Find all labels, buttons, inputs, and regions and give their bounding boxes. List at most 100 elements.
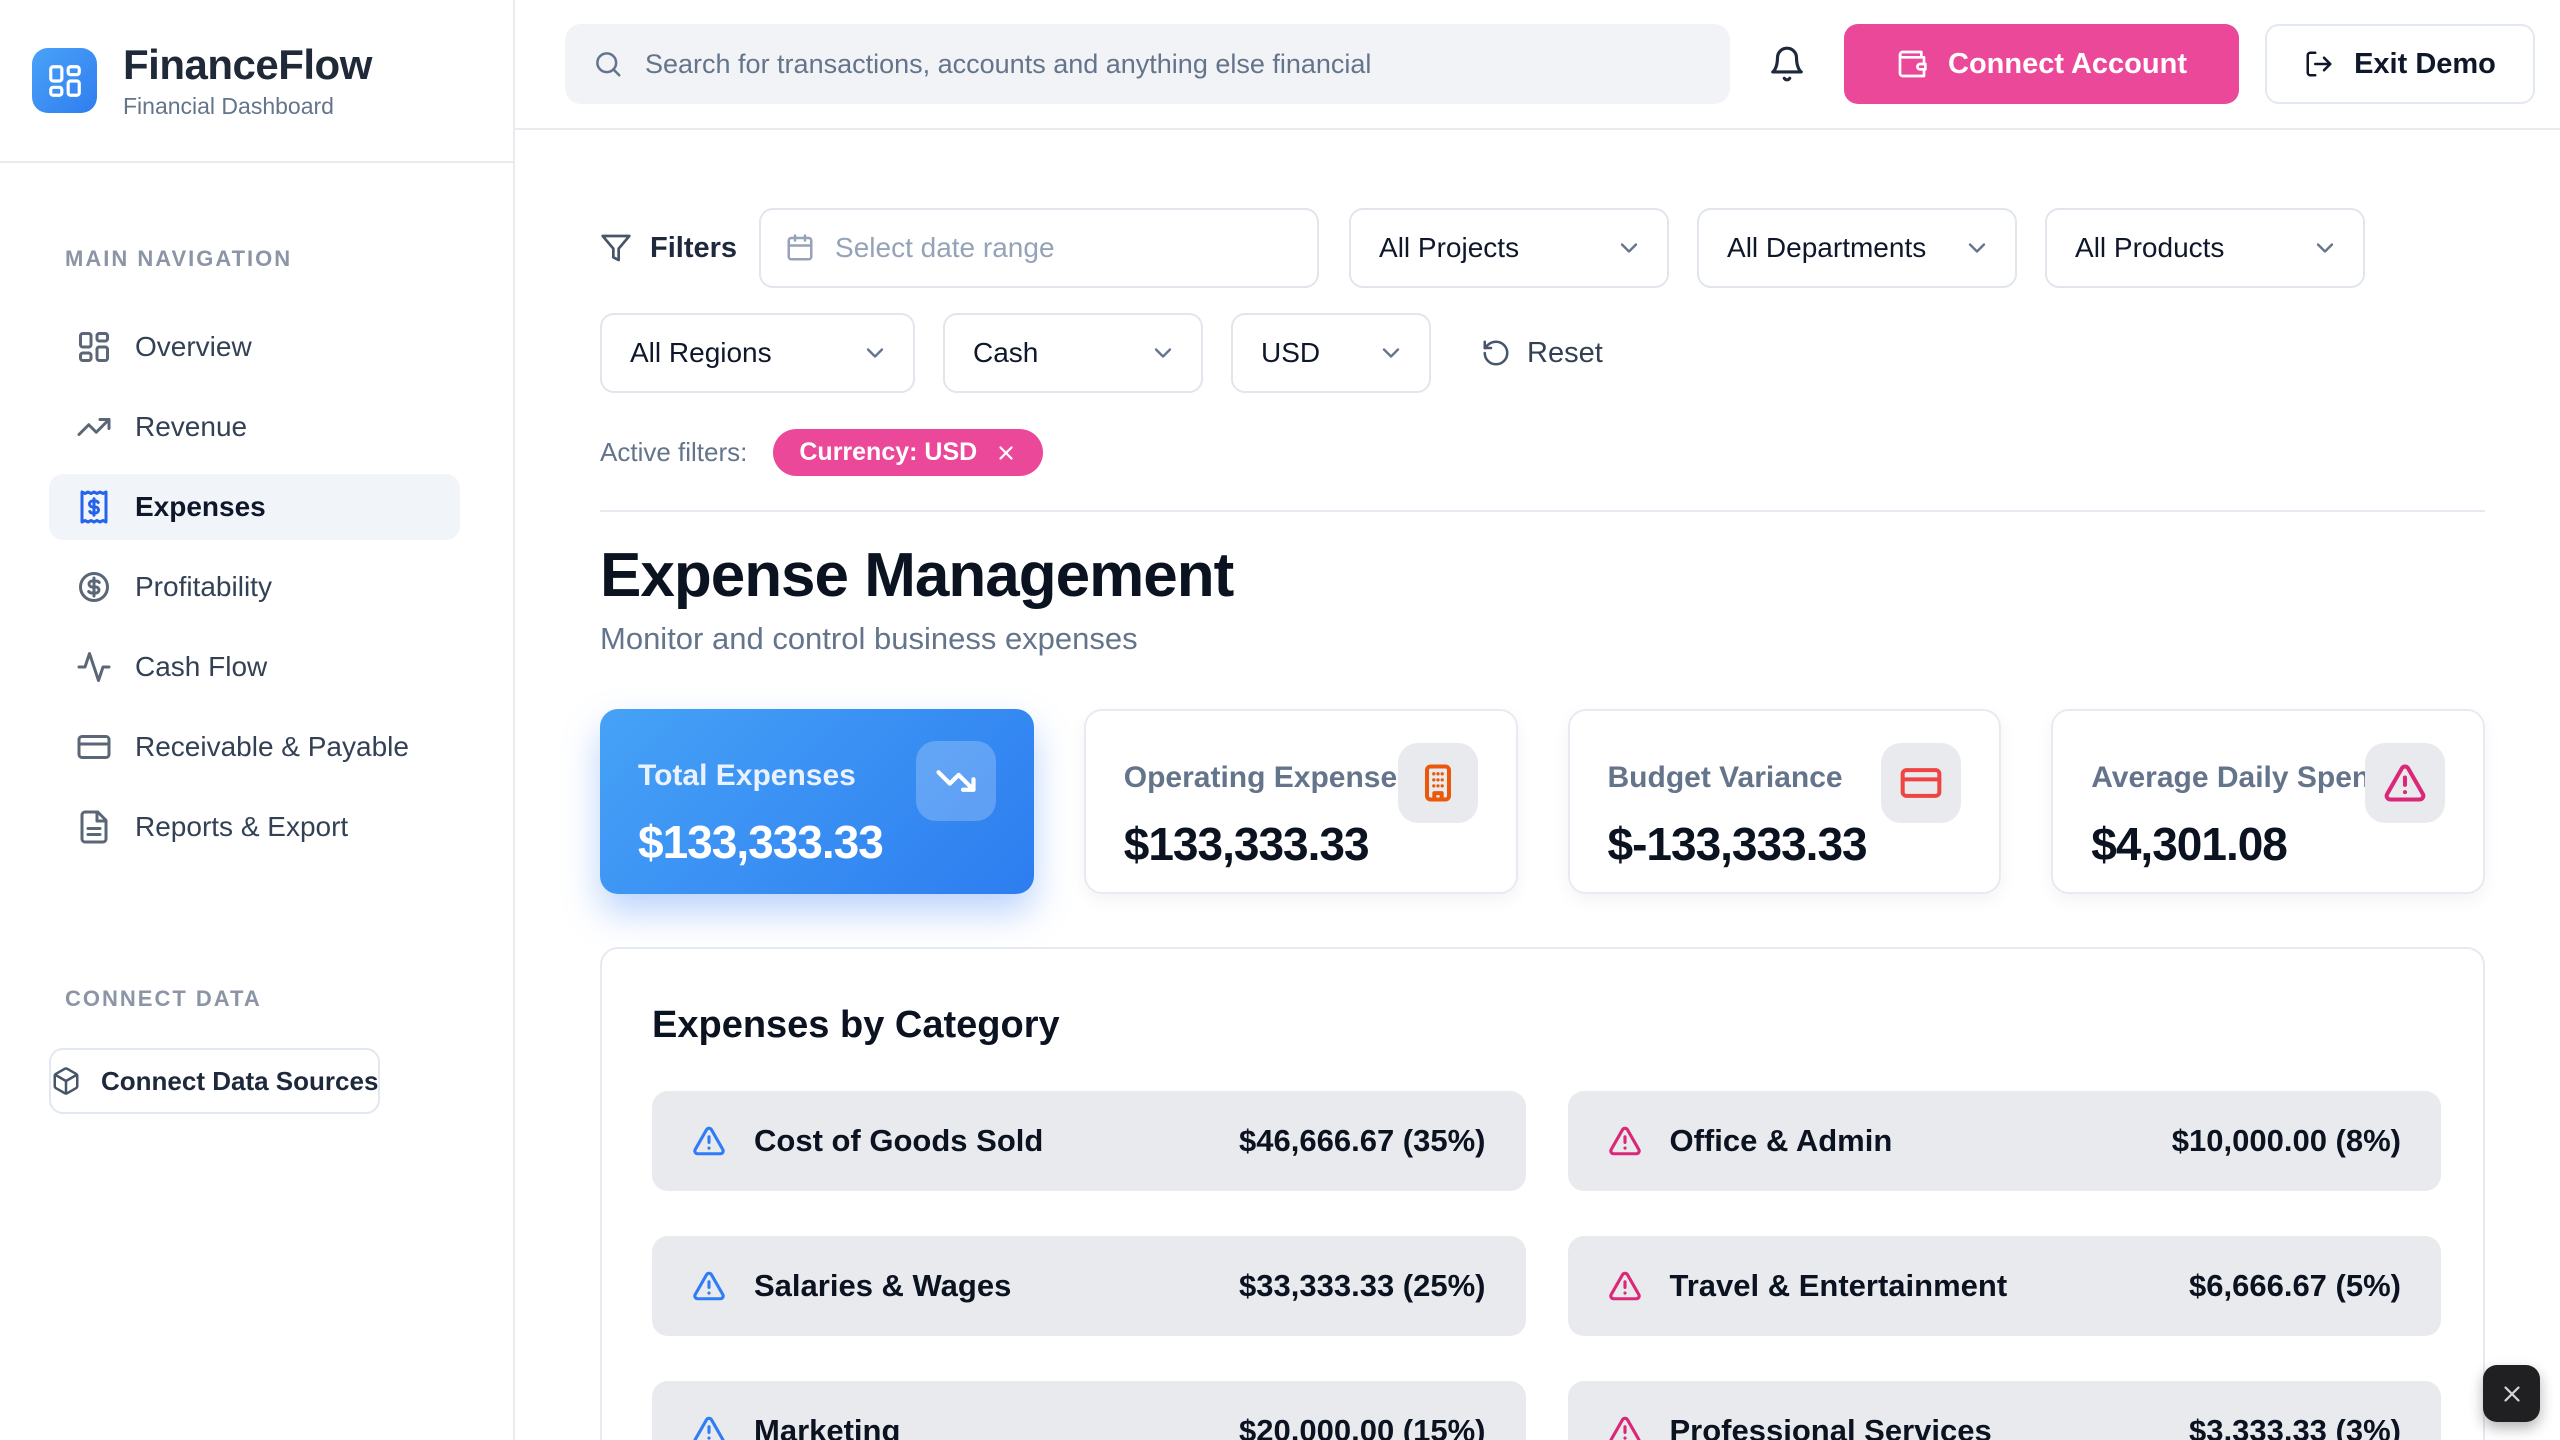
- stat-card-average-daily-spend[interactable]: Average Daily Spend $4,301.08: [2051, 709, 2485, 894]
- payment-method-select[interactable]: Cash: [943, 313, 1203, 393]
- category-label: Travel & Entertainment: [1669, 1268, 2008, 1303]
- credit-card-icon: [1899, 761, 1943, 805]
- connect-data-sources-button[interactable]: Connect Data Sources: [49, 1048, 381, 1114]
- overview-icon: [79, 332, 109, 362]
- filters-title: Filters: [600, 232, 737, 265]
- close-overlay-button[interactable]: [2483, 1365, 2540, 1422]
- search-bar[interactable]: [565, 24, 1730, 104]
- stat-cards: Total Expenses $133,333.33 Operating Exp…: [600, 709, 2485, 894]
- building-icon: [1416, 761, 1460, 805]
- sidebar-item-label: Receivable & Payable: [135, 731, 409, 762]
- stat-icon-container: [1397, 743, 1478, 823]
- calendar-icon: [787, 234, 813, 261]
- nav-section-label: MAIN NAVIGATION: [65, 246, 293, 271]
- active-filter-chip-label: Currency: USD: [799, 438, 978, 466]
- filters-row-1: Filters All Projects All Departments All…: [600, 208, 2485, 288]
- sidebar-item-revenue[interactable]: Revenue: [49, 394, 460, 460]
- active-filters-row: Active filters: Currency: USD: [600, 429, 2485, 476]
- alert-triangle-icon: [2383, 761, 2427, 805]
- search-input[interactable]: [645, 48, 1702, 80]
- connect-account-label: Connect Account: [1948, 47, 2187, 80]
- category-list: Cost of Goods Sold $46,666.67 (35%) Offi…: [652, 1091, 2441, 1440]
- projects-select[interactable]: All Projects: [1349, 208, 1670, 288]
- exit-demo-button[interactable]: Exit Demo: [2265, 24, 2535, 104]
- sidebar-item-reports-export[interactable]: Reports & Export: [49, 794, 460, 860]
- topbar: Connect Account Exit Demo: [515, 0, 2560, 130]
- stat-label: Budget Variance: [1607, 761, 1843, 794]
- alert-triangle-icon: [693, 1416, 725, 1440]
- bell-icon[interactable]: [1768, 45, 1806, 83]
- category-label: Salaries & Wages: [754, 1268, 1012, 1303]
- trending-up-icon: [77, 418, 111, 436]
- connect-account-button[interactable]: Connect Account: [1844, 24, 2239, 104]
- section-divider: [600, 510, 2485, 512]
- payment-method-select-value: Cash: [973, 337, 1039, 368]
- activity-icon: [77, 652, 111, 682]
- close-icon[interactable]: [995, 442, 1017, 464]
- category-value: $3,333.33 (3%): [2189, 1413, 2401, 1440]
- stat-label: Average Daily Spend: [2091, 761, 2389, 794]
- category-row-salaries-wages[interactable]: Salaries & Wages $33,333.33 (25%): [652, 1236, 1526, 1336]
- regions-select-value: All Regions: [630, 337, 772, 368]
- sidebar-item-expenses[interactable]: Expenses: [49, 474, 460, 540]
- funnel-icon: [601, 234, 631, 262]
- category-row-office-admin[interactable]: Office & Admin $10,000.00 (8%): [1567, 1091, 2441, 1191]
- cube-icon: [53, 1067, 79, 1095]
- stat-icon-container: [2365, 743, 2445, 823]
- active-filter-chip[interactable]: Currency: USD: [773, 429, 1044, 476]
- category-label: Marketing: [754, 1413, 901, 1440]
- category-value: $10,000.00 (8%): [2171, 1123, 2401, 1158]
- filters-label: Filters: [650, 231, 738, 264]
- expenses-by-category-title: Expenses by Category: [652, 1004, 1060, 1046]
- connect-section-label: CONNECT DATA: [65, 986, 262, 1011]
- category-row-marketing[interactable]: Marketing $20,000.00 (15%): [652, 1381, 1526, 1440]
- alert-triangle-icon: [1608, 1416, 1641, 1440]
- category-row-travel-entertainment[interactable]: Travel & Entertainment $6,666.67 (5%): [1567, 1236, 2441, 1336]
- sidebar-item-label: Expenses: [135, 491, 266, 522]
- stat-icon-container: [915, 741, 996, 821]
- projects-select-value: All Projects: [1379, 232, 1520, 263]
- stat-card-operating-expenses[interactable]: Operating Expenses $133,333.33: [1083, 709, 1518, 894]
- app-logo: [32, 48, 97, 113]
- main-area: Connect Account Exit Demo Filters All: [515, 0, 2560, 1440]
- date-range-field[interactable]: [759, 208, 1320, 288]
- brand: FinanceFlow Financial Dashboard: [0, 0, 513, 163]
- departments-select-value: All Departments: [1727, 232, 1927, 263]
- exit-demo-label: Exit Demo: [2354, 47, 2496, 80]
- sidebar: FinanceFlow Financial Dashboard MAIN NAV…: [0, 0, 515, 1440]
- sidebar-item-overview[interactable]: Overview: [49, 314, 460, 380]
- stat-icon-container: [1881, 743, 1962, 823]
- search-icon: [596, 52, 621, 77]
- sidebar-item-profitability[interactable]: Profitability: [49, 554, 460, 620]
- stat-value: $133,333.33: [1123, 818, 1370, 870]
- dashboard-grid-icon: [48, 64, 81, 97]
- products-select-value: All Products: [2075, 232, 2225, 263]
- category-value: $33,333.33 (25%): [1239, 1268, 1486, 1303]
- stat-card-total-expenses[interactable]: Total Expenses $133,333.33: [600, 709, 1034, 894]
- currency-select-value: USD: [1261, 337, 1321, 368]
- sidebar-item-label: Profitability: [135, 571, 272, 602]
- currency-select[interactable]: USD: [1231, 313, 1431, 393]
- reset-filters-button[interactable]: Reset: [1481, 337, 1603, 370]
- sidebar-item-cash-flow[interactable]: Cash Flow: [49, 634, 460, 700]
- category-value: $20,000.00 (15%): [1239, 1413, 1486, 1440]
- products-select[interactable]: All Products: [2045, 208, 2366, 288]
- date-range-input[interactable]: [835, 232, 1294, 264]
- regions-select[interactable]: All Regions: [600, 313, 915, 393]
- category-row-cost-of-goods-sold[interactable]: Cost of Goods Sold $46,666.67 (35%): [652, 1091, 1526, 1191]
- chevron-down-icon: [866, 348, 884, 358]
- wallet-icon: [1898, 50, 1927, 78]
- page-subtitle: Monitor and control business expenses: [600, 621, 1138, 656]
- stat-card-budget-variance[interactable]: Budget Variance $-133,333.33: [1567, 709, 2002, 894]
- alert-triangle-icon: [693, 1271, 725, 1301]
- app-title: FinanceFlow: [123, 41, 372, 88]
- reset-label: Reset: [1527, 336, 1603, 369]
- alert-triangle-icon: [1608, 1126, 1641, 1156]
- sidebar-item-receivable-payable[interactable]: Receivable & Payable: [49, 714, 460, 780]
- rotate-ccw-icon: [1483, 340, 1509, 366]
- circle-dollar-icon: [79, 572, 109, 602]
- category-row-professional-services[interactable]: Professional Services $3,333.33 (3%): [1567, 1381, 2441, 1440]
- departments-select[interactable]: All Departments: [1697, 208, 2018, 288]
- sidebar-item-label: Overview: [135, 331, 252, 362]
- file-text-icon: [80, 810, 108, 844]
